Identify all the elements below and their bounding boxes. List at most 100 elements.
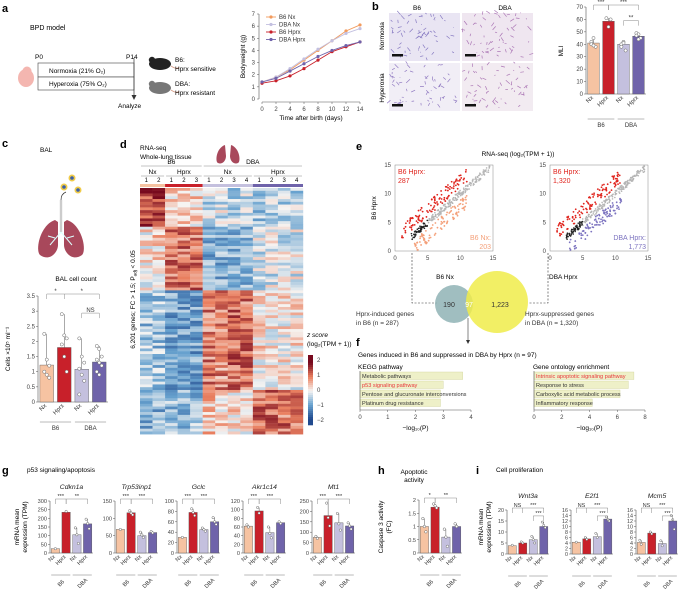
- scatter-point-up: [582, 202, 585, 205]
- x-tick-label: Nx: [69, 554, 78, 563]
- heatmap-cell: [202, 373, 216, 377]
- scatter-point-up: [444, 200, 447, 202]
- heatmap-cell: [227, 282, 241, 286]
- heatmap-cell: [290, 304, 304, 308]
- heatmap-cell: [190, 243, 203, 247]
- scatter-point-up: [411, 217, 414, 220]
- heatmap-cell: [227, 334, 241, 338]
- scatter-point: [411, 234, 413, 237]
- scatter-point: [570, 230, 573, 232]
- scatter-point-up: [590, 205, 593, 208]
- heatmap-cell: [215, 298, 228, 302]
- heatmap-cell: [165, 384, 178, 388]
- heatmap-cell: [265, 248, 279, 252]
- heatmap-cell: [290, 417, 304, 421]
- scatter-label-bottom-value: 203: [479, 244, 491, 251]
- heatmap-cell: [165, 431, 178, 435]
- data-point: [59, 342, 64, 347]
- scatter-point-up: [559, 234, 561, 237]
- heatmap-cell: [177, 218, 191, 222]
- data-point: [131, 513, 135, 517]
- scatter-point-down: [461, 203, 464, 206]
- series-point: [344, 31, 348, 36]
- heatmap-cell: [290, 259, 304, 263]
- scatter-point: [623, 188, 625, 190]
- heatmap-cell: [190, 304, 203, 308]
- heatmap-cell: [252, 367, 266, 371]
- heatmap-cell: [140, 293, 153, 297]
- heatmap-cell: [265, 359, 279, 363]
- scatter-point-down: [440, 220, 443, 223]
- scatter-point: [566, 235, 568, 238]
- heatmap-cell: [215, 367, 228, 371]
- heatmap-cell: [265, 373, 279, 377]
- significance-label: ***: [664, 511, 671, 517]
- scatter-point-up: [596, 188, 599, 191]
- heatmap-cell: [215, 295, 228, 299]
- heatmap-cell: [240, 373, 254, 377]
- scatter-point-down: [448, 212, 451, 214]
- scatter-point-up: [459, 174, 462, 177]
- heatmap-cell: [252, 221, 266, 225]
- heatmap-cell: [177, 301, 191, 305]
- heatmap-cell: [165, 373, 178, 377]
- heatmap-cell: [227, 240, 241, 244]
- heatmap-cell: [240, 340, 254, 344]
- heatmap-cell: [252, 257, 266, 261]
- heatmap-cell: [165, 351, 178, 355]
- heatmap-cell: [202, 290, 216, 294]
- scatter-point: [446, 206, 448, 208]
- heatmap-cell: [140, 384, 153, 388]
- scatter-point: [423, 227, 426, 230]
- scatter-point-up: [456, 187, 459, 190]
- scatter-point-down: [586, 224, 589, 227]
- group-label: B6: [514, 580, 523, 589]
- x-tick-label: Nx: [526, 555, 535, 564]
- panel-letter-i: i: [476, 465, 479, 477]
- mouse-pup-icon: [18, 66, 34, 87]
- condition-header: Nx: [149, 169, 158, 176]
- scatter-point-down: [437, 218, 440, 221]
- heatmap-cell: [277, 265, 291, 269]
- enrichment-term: Platinum drug resistance: [362, 401, 424, 407]
- scatter-point: [437, 212, 440, 215]
- legend-tick-label: 2: [317, 358, 321, 364]
- scatter-point-down: [446, 221, 449, 224]
- heatmap-cell: [252, 259, 266, 263]
- heatmap-cell: [240, 290, 254, 294]
- heatmap-cell: [215, 323, 228, 327]
- y-tick-label: 7: [252, 12, 256, 18]
- scatter-point: [481, 174, 483, 176]
- scatter-point: [447, 203, 450, 206]
- heatmap-cell: [165, 365, 178, 369]
- heatmap-cell: [190, 218, 203, 222]
- heatmap-cell: [290, 373, 304, 377]
- heatmap-cell: [190, 423, 203, 427]
- x-tick-label: Hprx: [338, 554, 351, 567]
- heatmap-cell: [252, 290, 266, 294]
- legend-gradient-step: [308, 419, 313, 422]
- scatter-point: [438, 210, 441, 213]
- scatter-point-down: [452, 218, 455, 221]
- heatmap-cell: [277, 193, 291, 197]
- x-axis-label: DBA Hprx: [549, 274, 578, 281]
- scatter-point: [449, 199, 451, 201]
- scatter-point: [608, 195, 611, 198]
- data-point: [623, 48, 628, 53]
- heatmap-cell: [165, 295, 178, 299]
- heatmap-cell: [152, 215, 166, 219]
- scatter-point-down: [594, 218, 597, 221]
- scatter-point-up: [462, 182, 465, 184]
- scatter-point: [608, 197, 610, 199]
- scatter-point: [568, 232, 571, 235]
- heatmap-cell: [140, 298, 153, 302]
- series-point: [274, 76, 278, 80]
- heatmap-cell: [165, 196, 178, 200]
- enrichment-term: Metabolic pathways: [362, 374, 411, 380]
- scatter-point: [468, 183, 471, 186]
- heatmap-cell: [252, 210, 266, 214]
- scatter-point-up: [406, 220, 409, 222]
- arrow-head-icon: [466, 340, 470, 344]
- scatter-point: [585, 218, 587, 221]
- heatmap-cell: [152, 210, 166, 214]
